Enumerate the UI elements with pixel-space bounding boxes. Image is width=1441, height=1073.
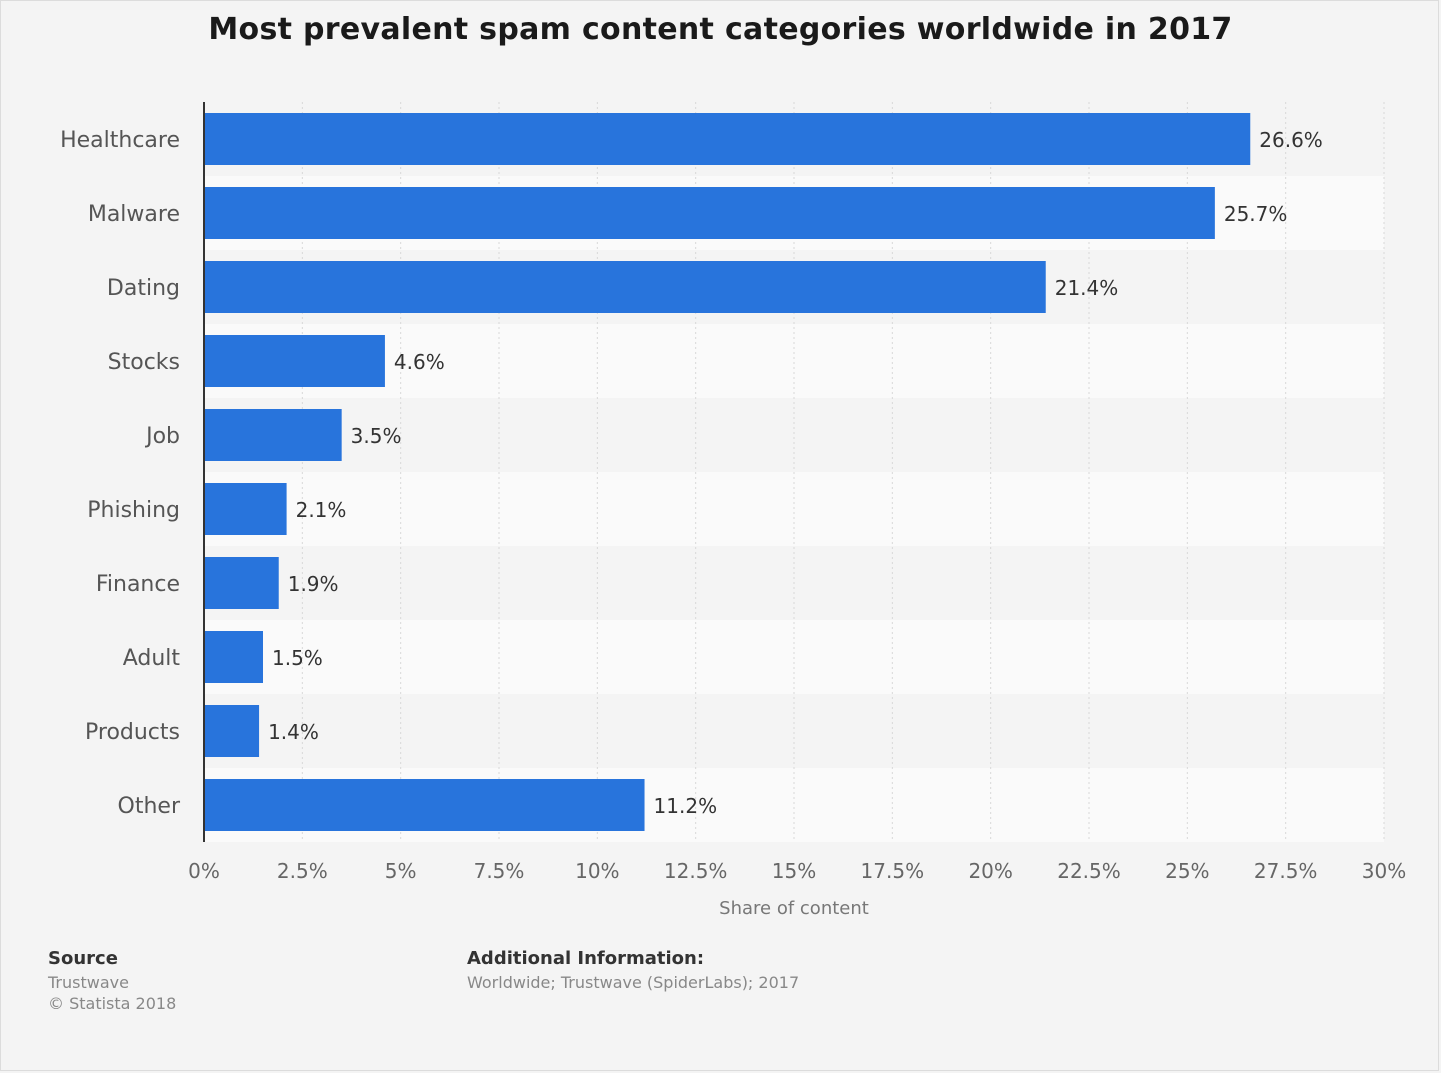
value-label: 21.4% [1055, 276, 1119, 300]
category-label: Finance [96, 572, 180, 597]
x-tick-label: 5% [385, 859, 417, 883]
x-tick-label: 20% [968, 859, 1012, 883]
x-tick-label: 0% [188, 859, 220, 883]
chart-title: Most prevalent spam content categories w… [208, 12, 1233, 47]
value-label: 1.9% [288, 572, 339, 596]
category-label: Malware [88, 202, 180, 227]
category-label: Job [144, 424, 180, 449]
bars [204, 113, 1251, 831]
x-tick-label: 27.5% [1254, 859, 1318, 883]
additional-info-heading: Additional Information: [467, 948, 705, 969]
x-tick-labels: 0% 2.5% 5% 7.5% 10% 12.5% 15% 17.5% 20% 22.5% 25% 2… [188, 859, 1406, 883]
x-tick-label: 7.5% [474, 859, 525, 883]
value-label: 25.7% [1224, 202, 1288, 226]
value-label: 1.4% [268, 720, 319, 744]
source-name: Trustwave [48, 973, 129, 992]
value-label: 1.5% [272, 646, 323, 670]
bar[interactable] [204, 409, 342, 461]
bar[interactable] [204, 335, 385, 387]
bar[interactable] [204, 113, 1251, 165]
category-label: Other [118, 794, 181, 819]
bar[interactable] [204, 705, 260, 757]
bar[interactable] [204, 261, 1046, 313]
x-tick-label: 15% [772, 859, 816, 883]
category-label: Stocks [108, 350, 180, 375]
x-tick-label: 12.5% [664, 859, 728, 883]
bar[interactable] [204, 557, 279, 609]
x-tick-label: 30% [1362, 859, 1406, 883]
source-heading: Source [48, 948, 118, 969]
bar[interactable] [204, 631, 263, 683]
category-label: Healthcare [60, 128, 180, 153]
additional-info-text: Worldwide; Trustwave (SpiderLabs); 2017 [467, 973, 800, 992]
x-tick-label: 25% [1165, 859, 1209, 883]
row-band [204, 398, 1384, 472]
row-band [204, 324, 1384, 398]
category-label: Phishing [87, 498, 180, 523]
grid-lines [301, 102, 1385, 842]
row-band [204, 694, 1384, 768]
category-label: Dating [107, 276, 180, 301]
x-tick-label: 22.5% [1057, 859, 1121, 883]
bar[interactable] [204, 779, 645, 831]
x-tick-label: 10% [575, 859, 619, 883]
x-axis-label: Share of content [719, 898, 869, 919]
value-label: 26.6% [1259, 128, 1323, 152]
value-label: 11.2% [654, 794, 718, 818]
value-label: 4.6% [394, 350, 445, 374]
category-label: Adult [123, 646, 181, 671]
x-tick-label: 17.5% [861, 859, 925, 883]
bar[interactable] [204, 483, 287, 535]
bar[interactable] [204, 187, 1215, 239]
x-tick-label: 2.5% [277, 859, 328, 883]
value-label: 3.5% [351, 424, 402, 448]
category-label: Products [85, 720, 180, 745]
value-labels: 26.6% 25.7% 21.4% 4.6% 3.5% 2.1% 1.9% 1.5% 1.4% 1… [268, 128, 1323, 818]
source-block: Source Trustwave © Statista 2018 [48, 948, 176, 1013]
value-label: 2.1% [296, 498, 347, 522]
copyright-text: © Statista 2018 [48, 994, 177, 1013]
additional-info-block: Additional Information: Worldwide; Trust… [467, 948, 799, 992]
category-labels: Healthcare Malware Dating Stocks Job Phishing… [60, 128, 181, 819]
